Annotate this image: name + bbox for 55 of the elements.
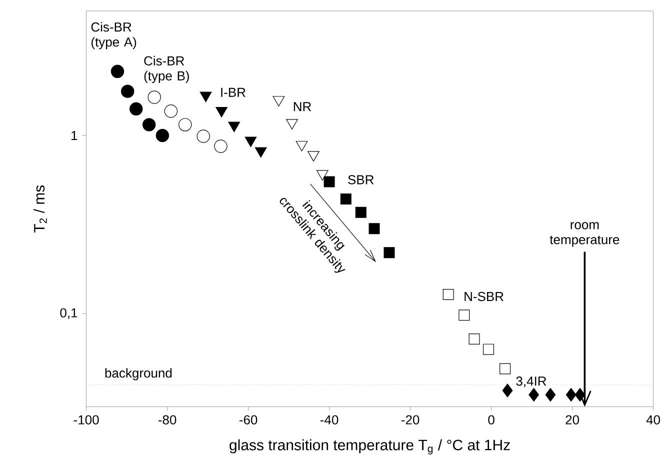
point	[156, 128, 170, 142]
x-tick-label: 20	[566, 415, 580, 424]
point	[196, 130, 210, 143]
series-label: N-SBR	[464, 292, 504, 302]
point	[368, 223, 380, 234]
point	[355, 206, 366, 218]
ref-line-label: background	[105, 368, 172, 380]
y-tick-label: 0,1	[60, 308, 78, 319]
point	[528, 388, 540, 402]
point	[500, 363, 511, 374]
y-axis-title: T$_{2}$ / ms	[34, 185, 47, 233]
x-tick-label: -20	[401, 415, 420, 424]
point	[244, 136, 257, 148]
point	[110, 64, 124, 78]
point	[458, 310, 470, 321]
point	[148, 90, 161, 104]
point	[316, 170, 328, 181]
point	[164, 104, 178, 118]
point	[142, 118, 156, 132]
point	[566, 388, 576, 402]
point	[384, 247, 395, 258]
point	[502, 384, 513, 398]
point	[574, 388, 586, 402]
x-tick-label: -80	[158, 415, 176, 424]
point	[468, 333, 480, 344]
series-label: NR	[294, 102, 312, 112]
point	[214, 140, 228, 153]
series-label: 3,4IR	[516, 376, 546, 388]
series-label: Cis-BR (type A)	[91, 22, 136, 50]
point	[130, 102, 143, 116]
x-tick-label: -100	[74, 415, 99, 424]
point	[216, 107, 228, 118]
point	[442, 288, 454, 300]
point	[228, 122, 240, 132]
x-axis-title: glass transition temperature T$_{g}$ / °C at 1Hz	[230, 439, 510, 454]
series-label: SBR	[348, 175, 374, 184]
point	[121, 84, 134, 98]
x-tick-label: -40	[320, 415, 338, 424]
point	[286, 119, 298, 130]
point	[178, 118, 192, 132]
point	[254, 147, 267, 158]
x-tick-label: 0	[488, 415, 494, 424]
y-tick-label: 1	[72, 131, 78, 140]
point	[324, 176, 335, 188]
series-label: Cis-BR (type B)	[144, 56, 189, 84]
point	[272, 96, 285, 106]
point	[482, 344, 494, 355]
point	[545, 388, 556, 402]
point	[308, 151, 320, 162]
annotation: room temperature	[550, 222, 620, 247]
series-label: I-BR	[221, 88, 246, 97]
x-tick-label: 40	[646, 415, 660, 424]
point	[200, 92, 212, 102]
point	[296, 140, 308, 152]
x-tick-label: -60	[239, 415, 258, 424]
